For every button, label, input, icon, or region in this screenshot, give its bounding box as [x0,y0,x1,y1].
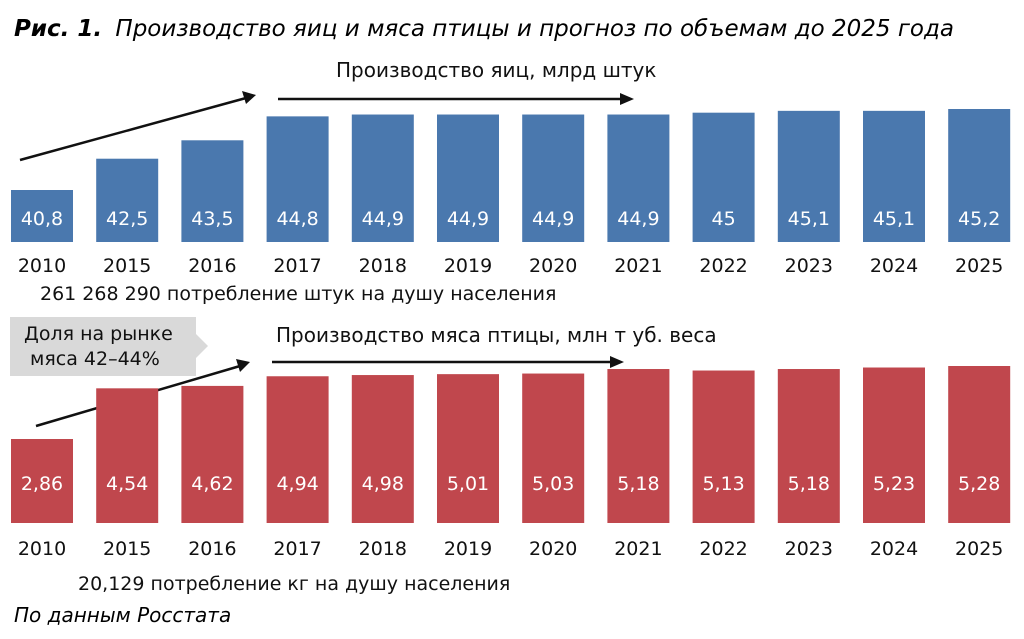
egg-production-chart: Производство яиц, млрд штук 40,8 2010 42,5… [11,58,1011,305]
meat-year-label: 2023 [785,538,833,560]
egg-value-label: 44,9 [617,208,659,230]
meat-year-label: 2010 [18,538,66,560]
meat-year-label: 2021 [614,538,662,560]
meat-value-label: 4,98 [362,473,404,495]
egg-year-label: 2015 [103,255,151,277]
callout-line-1: Доля на рынке [24,323,173,345]
meat-bar-2023 [777,369,840,523]
egg-value-label: 45,2 [958,208,1000,230]
egg-bar-2025 [948,109,1011,242]
egg-year-label: 2022 [699,255,747,277]
meat-value-label: 5,18 [788,473,830,495]
egg-year-label: 2016 [188,255,236,277]
egg-value-label: 44,9 [447,208,489,230]
egg-bar-2020 [522,114,585,242]
egg-year-label: 2020 [529,255,577,277]
meat-value-label: 5,18 [617,473,659,495]
egg-value-label: 44,9 [532,208,574,230]
meat-value-label: 4,62 [191,473,233,495]
egg-bar-2015 [96,158,159,242]
trend-arrow-icon [19,91,256,162]
meat-value-label: 5,23 [873,473,915,495]
meat-value-label: 5,28 [958,473,1000,495]
figure-title-text: Производство яиц и мяса птицы и прогноз … [115,16,954,42]
egg-value-label: 45,1 [873,208,915,230]
meat-value-label: 5,13 [702,473,744,495]
meat-value-label: 5,03 [532,473,574,495]
egg-value-label: 44,8 [276,208,318,230]
egg-year-label: 2018 [359,255,407,277]
meat-value-label: 2,86 [21,473,63,495]
meat-year-label: 2016 [188,538,236,560]
egg-value-label: 45 [712,208,736,230]
meat-value-label: 5,01 [447,473,489,495]
poultry-meat-chart: Производство мяса птицы, млн т уб. веса … [10,317,1011,595]
meat-bar-2019 [437,374,499,523]
egg-consumption-note: 261 268 290 потребление штук на душу нас… [40,283,556,305]
meat-year-label: 2015 [103,538,151,560]
meat-bar-2020 [522,373,585,523]
meat-year-label: 2022 [699,538,747,560]
egg-value-label: 43,5 [191,208,233,230]
egg-bar-2016 [181,140,244,242]
egg-year-label: 2010 [18,255,66,277]
meat-bar-2016 [181,385,244,523]
egg-bar-2024 [863,110,925,242]
egg-year-label: 2024 [870,255,918,277]
meat-year-label: 2024 [870,538,918,560]
market-share-callout: Доля на рынке мяса 42–44% [10,317,208,376]
egg-year-label: 2019 [444,255,492,277]
meat-bar-2022 [692,370,755,523]
meat-year-label: 2019 [444,538,492,560]
meat-bar-2025 [948,366,1011,523]
meat-year-label: 2017 [273,538,321,560]
egg-year-label: 2021 [614,255,662,277]
meat-chart-title: Производство мяса птицы, млн т уб. веса [276,323,717,347]
meat-value-label: 4,54 [106,473,148,495]
egg-bar-2023 [777,110,840,242]
meat-bar-2021 [607,369,670,523]
forecast-arrow-icon [278,93,634,105]
meat-bar-2018 [351,375,414,523]
egg-bar-2017 [266,116,329,242]
egg-bar-2021 [607,114,670,242]
meat-year-label: 2018 [359,538,407,560]
meat-consumption-note: 20,129 потребление кг на душу населения [78,573,510,595]
meat-bar-2010 [11,439,73,523]
egg-value-label: 40,8 [21,208,63,230]
figure-label: Рис. 1. [14,16,102,42]
meat-bar-2015 [96,388,159,523]
meat-bar-2017 [266,376,329,523]
egg-year-label: 2017 [273,255,321,277]
egg-year-label: 2023 [785,255,833,277]
egg-bar-2022 [692,112,755,242]
forecast-arrow-icon [272,356,624,368]
egg-bar-2019 [437,114,499,242]
egg-bar-2010 [11,190,73,242]
meat-value-label: 4,94 [276,473,318,495]
source-note: По данным Росстата [14,603,231,627]
egg-chart-title: Производство яиц, млрд штук [336,58,656,82]
callout-line-2: мяса 42–44% [30,348,160,370]
egg-value-label: 45,1 [788,208,830,230]
egg-bar-2018 [351,114,414,242]
egg-value-label: 42,5 [106,208,148,230]
meat-year-label: 2020 [529,538,577,560]
meat-bar-2024 [863,367,925,523]
egg-value-label: 44,9 [362,208,404,230]
figure-title: Рис. 1. Производство яиц и мяса птицы и … [14,16,954,42]
meat-year-label: 2025 [955,538,1003,560]
egg-year-label: 2025 [955,255,1003,277]
